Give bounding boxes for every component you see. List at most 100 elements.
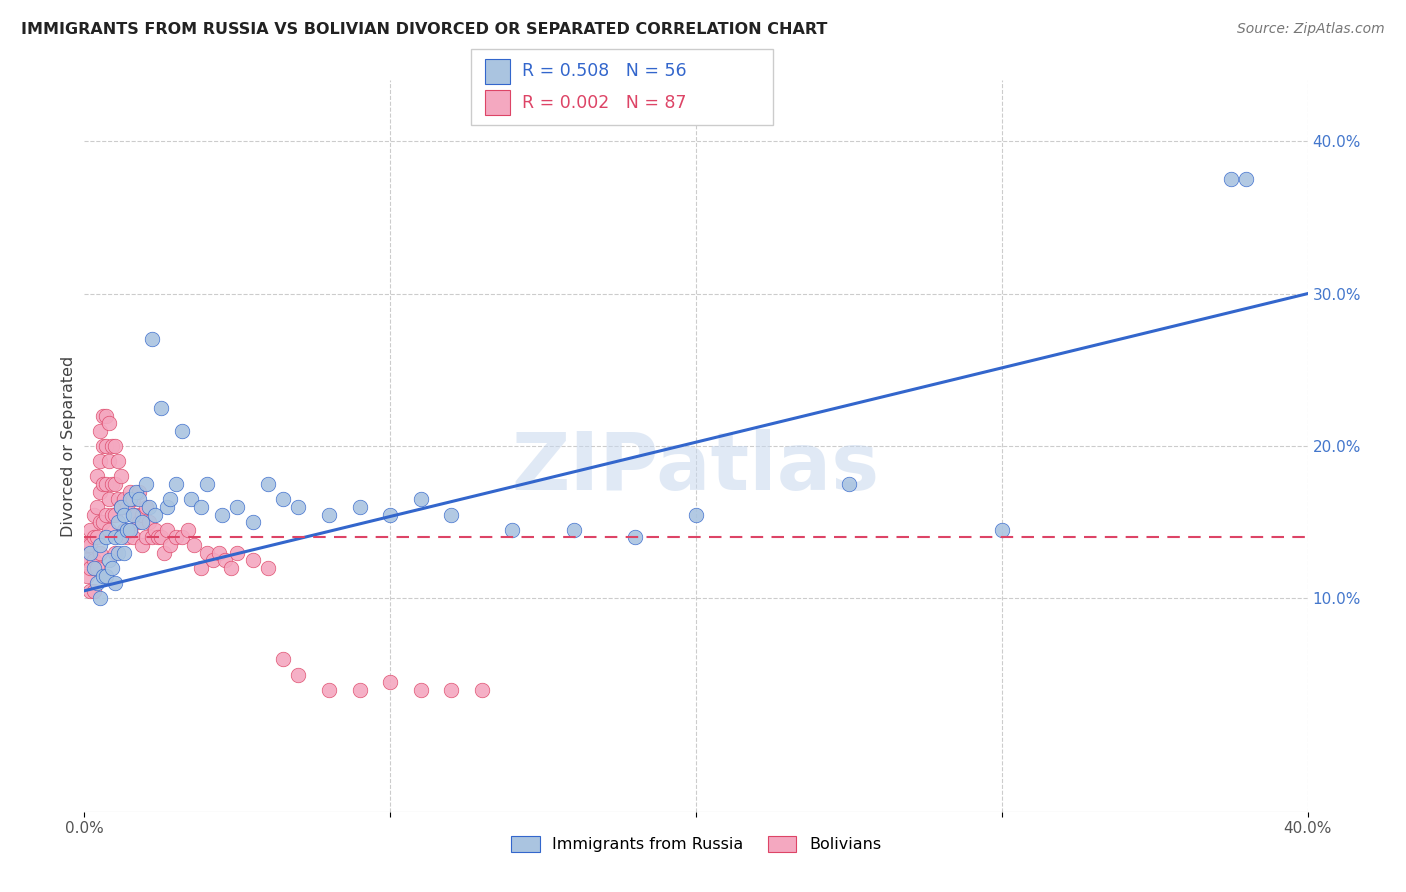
Point bbox=[143, 523, 166, 537]
Point bbox=[120, 484, 142, 499]
Point bbox=[104, 477, 127, 491]
Point bbox=[380, 675, 402, 690]
Point bbox=[120, 523, 142, 537]
Point bbox=[131, 515, 153, 529]
Point bbox=[94, 439, 117, 453]
Text: ZIPatlas: ZIPatlas bbox=[512, 429, 880, 507]
Point bbox=[624, 530, 647, 544]
Point bbox=[76, 538, 98, 552]
Point bbox=[146, 530, 169, 544]
Point bbox=[107, 492, 129, 507]
Point bbox=[122, 508, 145, 522]
Point bbox=[79, 523, 101, 537]
Point bbox=[94, 409, 117, 423]
Point bbox=[991, 523, 1014, 537]
Point bbox=[838, 477, 860, 491]
Point bbox=[79, 546, 101, 560]
Point bbox=[271, 492, 294, 507]
Point bbox=[107, 515, 129, 529]
Point bbox=[97, 416, 120, 430]
Point bbox=[685, 508, 707, 522]
Text: R = 0.002   N = 87: R = 0.002 N = 87 bbox=[522, 94, 686, 112]
Point bbox=[440, 682, 463, 697]
Text: Source: ZipAtlas.com: Source: ZipAtlas.com bbox=[1237, 22, 1385, 37]
Point bbox=[83, 553, 105, 567]
Point bbox=[226, 500, 249, 514]
Point bbox=[120, 523, 142, 537]
Point bbox=[110, 469, 132, 483]
Point bbox=[107, 546, 129, 560]
Point bbox=[83, 530, 105, 544]
Point bbox=[131, 508, 153, 522]
Point bbox=[83, 508, 105, 522]
Point bbox=[183, 538, 205, 552]
Point bbox=[135, 500, 157, 514]
Point bbox=[104, 576, 127, 591]
Point bbox=[195, 477, 218, 491]
Point bbox=[135, 530, 157, 544]
Point bbox=[86, 576, 108, 591]
Point bbox=[214, 553, 236, 567]
Point bbox=[502, 523, 524, 537]
Point bbox=[110, 530, 132, 544]
Point bbox=[91, 515, 114, 529]
Point bbox=[349, 682, 371, 697]
Point bbox=[107, 454, 129, 468]
Point bbox=[165, 530, 187, 544]
Point bbox=[409, 682, 432, 697]
Point bbox=[226, 546, 249, 560]
Point bbox=[1220, 172, 1243, 186]
Point bbox=[89, 484, 111, 499]
Point bbox=[159, 492, 181, 507]
Point bbox=[83, 561, 105, 575]
Point bbox=[141, 530, 163, 544]
Point bbox=[287, 500, 309, 514]
Point bbox=[349, 500, 371, 514]
Point bbox=[125, 508, 148, 522]
Y-axis label: Divorced or Separated: Divorced or Separated bbox=[60, 355, 76, 537]
Point bbox=[190, 561, 212, 575]
Point bbox=[104, 530, 127, 544]
Point bbox=[257, 477, 280, 491]
Point bbox=[242, 515, 264, 529]
Point bbox=[76, 568, 98, 582]
Point bbox=[156, 500, 179, 514]
Point bbox=[89, 454, 111, 468]
Point bbox=[94, 568, 117, 582]
Point bbox=[172, 424, 194, 438]
Point bbox=[409, 492, 432, 507]
Point bbox=[86, 469, 108, 483]
Point bbox=[89, 546, 111, 560]
Point bbox=[101, 561, 124, 575]
Text: R = 0.508   N = 56: R = 0.508 N = 56 bbox=[522, 62, 686, 80]
Point bbox=[112, 508, 135, 522]
Point bbox=[318, 682, 340, 697]
Point bbox=[141, 332, 163, 346]
Point bbox=[380, 508, 402, 522]
Point bbox=[195, 546, 218, 560]
Point bbox=[211, 508, 233, 522]
Point bbox=[115, 500, 138, 514]
Point bbox=[156, 523, 179, 537]
Point bbox=[110, 500, 132, 514]
Point bbox=[138, 515, 160, 529]
Point bbox=[112, 492, 135, 507]
Text: IMMIGRANTS FROM RUSSIA VS BOLIVIAN DIVORCED OR SEPARATED CORRELATION CHART: IMMIGRANTS FROM RUSSIA VS BOLIVIAN DIVOR… bbox=[21, 22, 828, 37]
Point bbox=[97, 523, 120, 537]
Point bbox=[440, 508, 463, 522]
Point bbox=[101, 477, 124, 491]
Point bbox=[177, 523, 200, 537]
Point bbox=[76, 553, 98, 567]
Point bbox=[89, 515, 111, 529]
Point bbox=[91, 568, 114, 582]
Point bbox=[94, 477, 117, 491]
Point bbox=[112, 546, 135, 560]
Point bbox=[318, 508, 340, 522]
Point bbox=[128, 515, 150, 529]
Point bbox=[242, 553, 264, 567]
Point bbox=[115, 523, 138, 537]
Point bbox=[201, 553, 224, 567]
Point bbox=[79, 538, 101, 552]
Point bbox=[91, 477, 114, 491]
Point bbox=[89, 424, 111, 438]
